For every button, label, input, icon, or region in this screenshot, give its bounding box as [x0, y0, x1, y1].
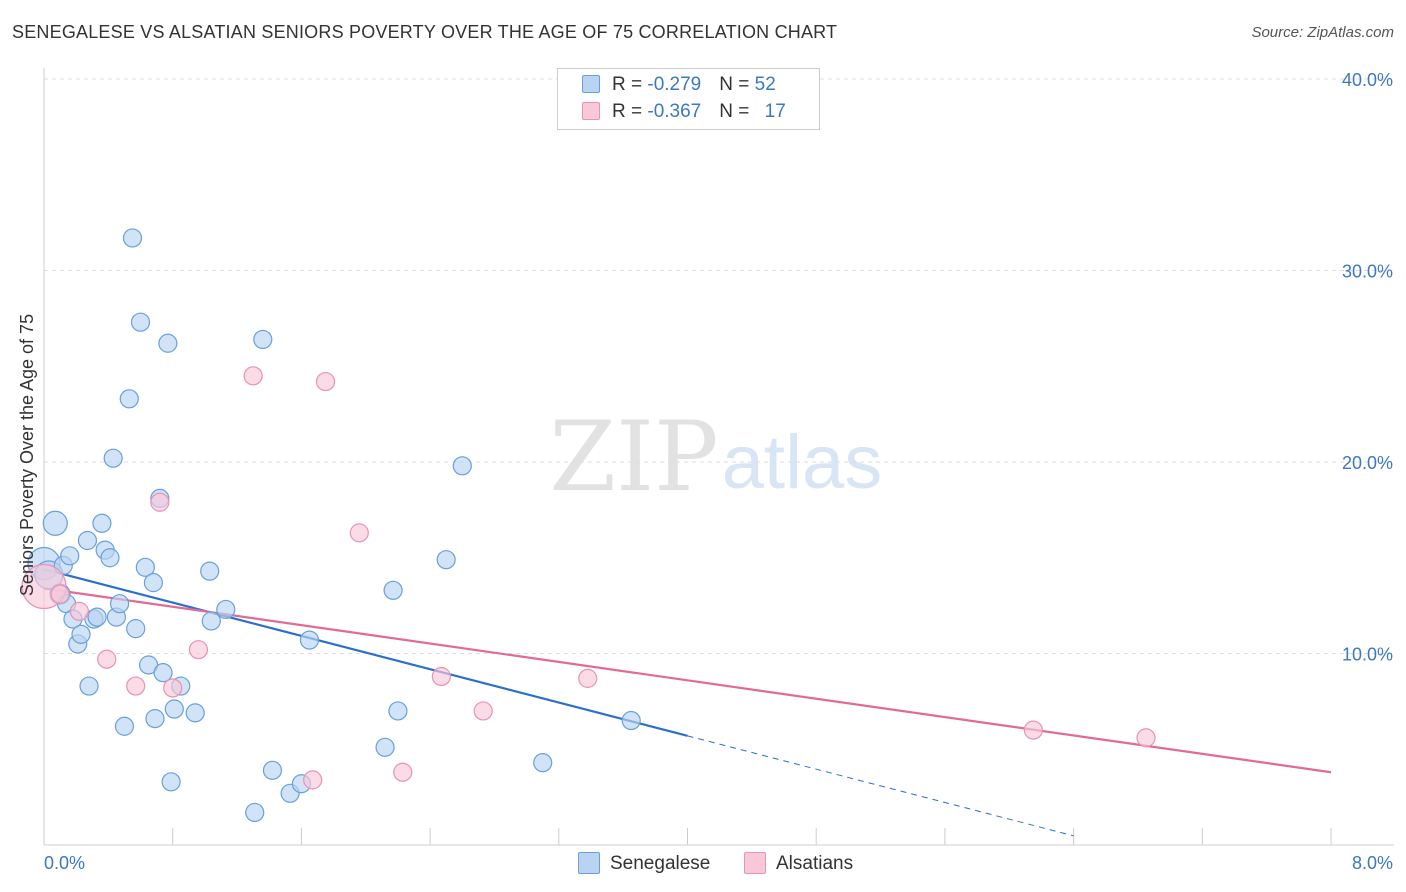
alsatians-point [315, 371, 336, 392]
senegalese-point [122, 228, 143, 248]
alsatians-point [431, 666, 451, 687]
chart-title: SENEGALESE VS ALSATIAN SENIORS POVERTY O… [12, 22, 838, 42]
senegalese-point [533, 753, 553, 773]
senegalese-point [71, 624, 91, 644]
senegalese-point [77, 530, 98, 551]
senegalese-point [92, 513, 112, 533]
alsatians-point [578, 668, 598, 688]
legend-r-value: -0.367 [647, 101, 702, 122]
senegalese-point [388, 701, 408, 721]
alsatians-point [150, 492, 170, 512]
senegalese-point [103, 448, 123, 468]
alsatians-point [97, 649, 117, 669]
senegalese-point [87, 607, 107, 627]
alsatians-point [393, 762, 413, 782]
senegalese-point [436, 550, 456, 570]
legend-r-label: R = [612, 101, 648, 122]
legend-row-senegalese: R = -0.279 N = 52 [582, 74, 776, 98]
alsatians-legend-swatch [744, 852, 766, 874]
y-tick-label: 10.0% [1342, 645, 1393, 665]
senegalese-legend-swatch [578, 852, 600, 874]
senegalese-point [200, 561, 220, 581]
alsatians-legend-label: Alsatians [776, 853, 854, 874]
x-tick-label: 8.0% [1352, 853, 1393, 873]
senegalese-point [126, 619, 146, 639]
senegalese-point [79, 676, 99, 696]
senegalese-point [130, 312, 151, 332]
watermark-zip: ZIP [549, 401, 718, 513]
senegalese-point [158, 333, 178, 353]
alsatians-point [1136, 728, 1156, 748]
senegalese-point [114, 716, 135, 736]
y-tick-label: 30.0% [1342, 262, 1393, 282]
stats-legend: R = -0.279 N = 52 R = -0.367 N = 17 [557, 68, 820, 130]
alsatians-point [349, 523, 369, 543]
source-credit: Source: ZipAtlas.com [1251, 24, 1394, 41]
legend-row-alsatians: R = -0.367 N = 17 [582, 101, 786, 125]
senegalese-swatch [582, 75, 600, 93]
senegalese-point [383, 580, 403, 600]
senegalese-point [262, 760, 283, 780]
y-axis-label: Seniors Poverty Over the Age of 75 [17, 314, 37, 596]
alsatians-swatch [582, 102, 600, 120]
senegalese-point [145, 709, 165, 729]
x-tick-label: 0.0% [44, 853, 85, 873]
senegalese-point [161, 772, 181, 792]
senegalese-trend-extension [687, 735, 1074, 837]
alsatians-point [1023, 720, 1043, 740]
senegalese-point [299, 630, 320, 650]
senegalese-point [452, 456, 472, 476]
y-tick-label: 40.0% [1342, 70, 1393, 90]
legend-n-label: N = [719, 101, 755, 122]
alsatians-trend-line [43, 587, 1332, 774]
series-legend-senegalese: Senegalese [578, 852, 710, 875]
legend-n-value: 17 [764, 101, 786, 122]
y-tick-label: 20.0% [1342, 453, 1393, 473]
senegalese-point [100, 548, 120, 568]
senegalese-point [216, 599, 236, 620]
senegalese-point [621, 710, 641, 731]
legend-n-label: N = [719, 74, 755, 95]
senegalese-point [201, 611, 221, 631]
senegalese-point [135, 557, 155, 577]
senegalese-point [60, 546, 80, 566]
alsatians-point [188, 640, 209, 660]
alsatians-point [243, 366, 263, 386]
legend-r-label: R = [612, 74, 648, 95]
alsatians-point [50, 584, 70, 604]
legend-r-value: -0.279 [647, 74, 702, 95]
senegalese-point [245, 802, 265, 823]
alsatians-point [303, 770, 323, 790]
senegalese-point [375, 737, 395, 757]
senegalese-point [110, 594, 130, 614]
senegalese-point [153, 663, 173, 683]
senegalese-trend-line [43, 568, 688, 737]
alsatians-point [473, 701, 493, 721]
watermark-atlas: atlas [722, 420, 883, 505]
series-legend-alsatians: Alsatians [744, 852, 853, 875]
alsatians-point [69, 601, 89, 621]
senegalese-point [42, 510, 68, 536]
legend-n-value: 52 [754, 74, 776, 95]
senegalese-point [119, 389, 139, 409]
senegalese-point [164, 699, 184, 719]
senegalese-point [253, 329, 273, 350]
senegalese-point [143, 573, 163, 593]
senegalese-point [185, 703, 205, 723]
senegalese-legend-label: Senegalese [610, 853, 711, 874]
alsatians-point [126, 676, 146, 696]
alsatians-point [163, 678, 183, 698]
